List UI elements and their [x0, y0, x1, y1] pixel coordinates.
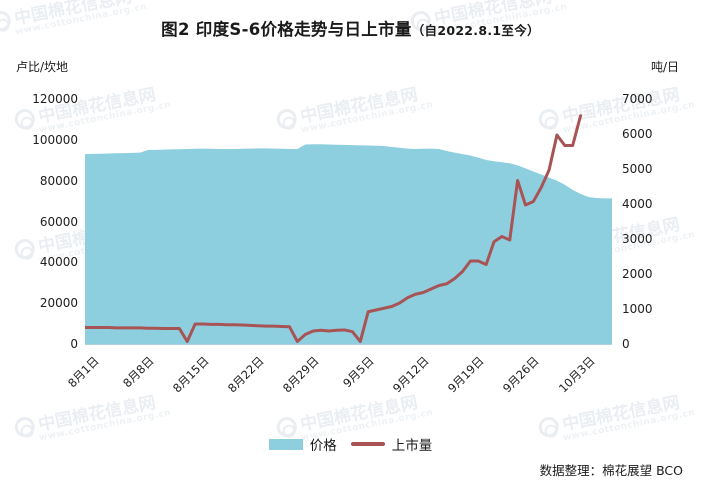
- right-tick-4000: 4000: [622, 197, 653, 211]
- right-tick-0: 0: [622, 337, 630, 351]
- left-tick-60000: 60000: [39, 214, 78, 229]
- right-tick-3000: 3000: [622, 232, 653, 246]
- left-tick-120000: 120000: [32, 92, 78, 106]
- right-tick-2000: 2000: [622, 267, 653, 281]
- legend-label-price: 价格: [309, 438, 337, 454]
- arrivals-color-swatch: [350, 442, 385, 446]
- left-tick-80000: 80000: [39, 173, 78, 188]
- chart-legend: 价格 上市量: [0, 434, 701, 454]
- right-tick-7000: 7000: [622, 92, 653, 106]
- price-color-swatch: [268, 438, 303, 450]
- chart-canvas: [85, 114, 612, 345]
- left-axis-unit: 卢比/坎地: [16, 60, 69, 74]
- right-axis-unit: 吨/日: [650, 60, 679, 74]
- chart-title: 图2 印度S-6价格走势与日上市量（自2022.8.1至今）: [0, 16, 701, 40]
- left-tick-0: 0: [70, 337, 78, 351]
- arrivals-line-series: [85, 114, 583, 343]
- chart-title-paren: （自2022.8.1至今）: [411, 23, 540, 38]
- right-tick-6000: 6000: [622, 127, 653, 141]
- legend-item-arrivals[interactable]: 上市量: [350, 434, 433, 454]
- chart-title-main: 图2 印度S-6价格走势与日上市量: [161, 20, 412, 39]
- price-area-series: [85, 144, 612, 345]
- left-tick-40000: 40000: [39, 255, 78, 270]
- legend-item-price[interactable]: 价格: [268, 434, 337, 454]
- right-tick-5000: 5000: [622, 162, 653, 176]
- left-tick-100000: 100000: [32, 132, 78, 147]
- left-tick-20000: 20000: [39, 296, 78, 311]
- source-note: 数据整理：棉花展望 BCO: [539, 463, 683, 478]
- legend-label-arrivals: 上市量: [391, 438, 433, 454]
- plot-area: [85, 100, 612, 345]
- right-tick-1000: 1000: [622, 302, 653, 316]
